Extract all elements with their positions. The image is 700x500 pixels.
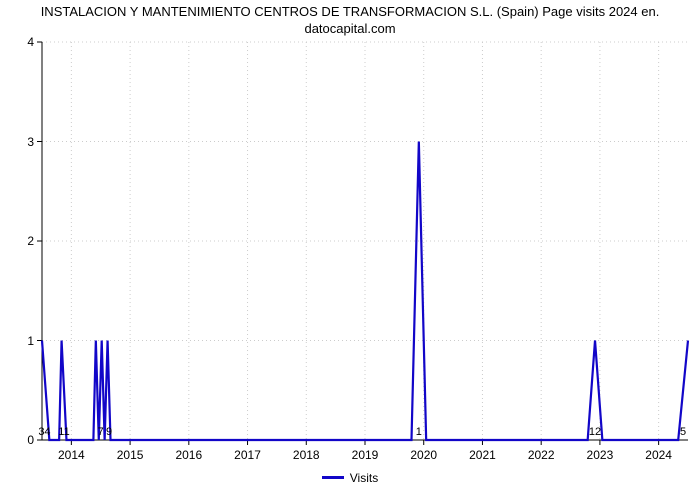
data-point-label: 12	[589, 426, 601, 438]
legend-label: Visits	[350, 471, 378, 485]
y-tick-label: 1	[14, 334, 34, 348]
x-tick-label: 2019	[352, 448, 379, 462]
data-point-label: 1	[416, 426, 422, 438]
data-point-label: 9	[106, 426, 112, 438]
chart-legend: Visits	[0, 470, 700, 485]
data-point-label: 5	[680, 426, 686, 438]
data-point-label: 11	[58, 426, 69, 438]
x-tick-label: 2016	[175, 448, 202, 462]
x-tick-label: 2021	[469, 448, 496, 462]
y-tick-label: 2	[14, 234, 34, 248]
x-tick-label: 2022	[528, 448, 555, 462]
data-point-label: 34	[38, 426, 50, 438]
x-tick-label: 2014	[58, 448, 85, 462]
chart-plot	[0, 0, 700, 500]
data-point-label: 7	[98, 426, 104, 438]
x-tick-label: 2024	[645, 448, 672, 462]
x-tick-label: 2023	[587, 448, 614, 462]
x-tick-label: 2017	[234, 448, 261, 462]
x-tick-label: 2020	[410, 448, 437, 462]
y-tick-label: 4	[14, 35, 34, 49]
x-tick-label: 2015	[117, 448, 144, 462]
legend-swatch	[322, 476, 344, 479]
x-tick-label: 2018	[293, 448, 320, 462]
y-tick-label: 0	[14, 433, 34, 447]
y-tick-label: 3	[14, 135, 34, 149]
